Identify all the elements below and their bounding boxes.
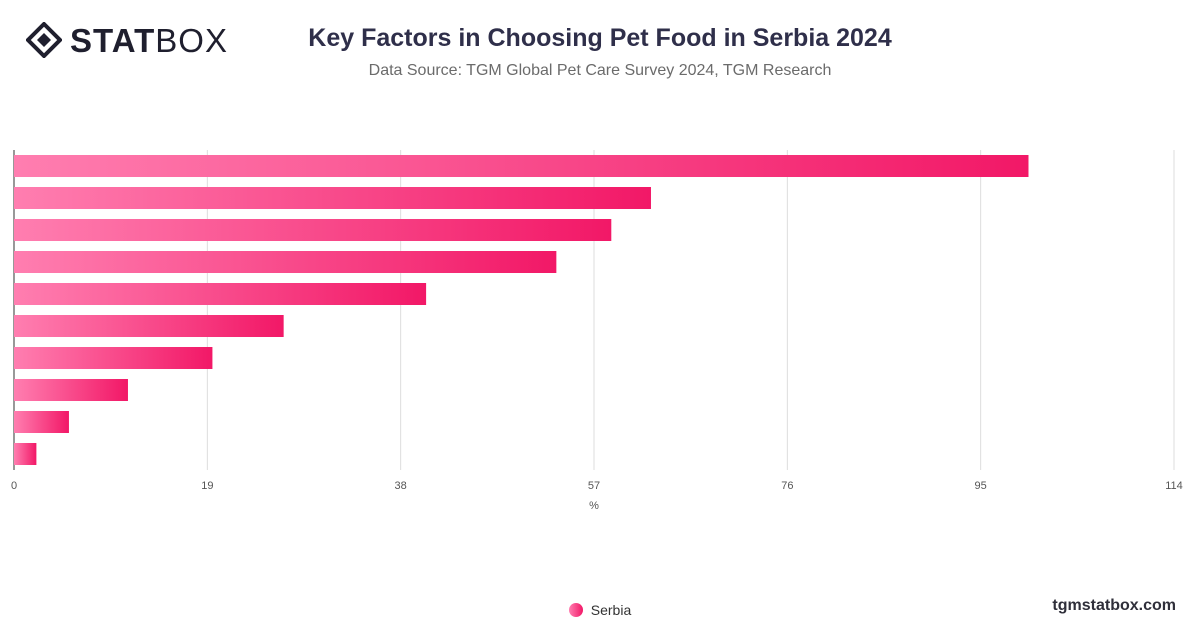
bar[interactable] (14, 251, 557, 273)
x-tick-label: 19 (201, 480, 213, 492)
bar[interactable] (14, 379, 128, 401)
bar[interactable] (14, 283, 427, 305)
bar[interactable] (14, 411, 69, 433)
chart-title: Key Factors in Choosing Pet Food in Serb… (308, 24, 892, 52)
bars (14, 155, 1029, 465)
logo-text-light: BOX (155, 21, 228, 59)
chart-subtitle: Data Source: TGM Global Pet Care Survey … (368, 62, 832, 79)
statbox-logo: STATBOX (26, 22, 228, 58)
bar[interactable] (14, 187, 651, 209)
logo-text-bold: STAT (70, 21, 156, 59)
x-tick-label: 38 (395, 480, 407, 492)
footer-site[interactable]: tgmstatbox.com (1052, 597, 1176, 614)
x-axis-ticks: 0 19 38 57 76 95 114 (11, 480, 1183, 492)
x-tick-label: 76 (781, 480, 793, 492)
x-tick-label: 57 (588, 480, 600, 492)
legend-label: Serbia (590, 602, 632, 618)
bar[interactable] (14, 219, 612, 241)
legend-marker (568, 603, 583, 617)
x-axis-label: % (589, 500, 599, 512)
legend[interactable]: Serbia (0, 602, 1200, 618)
x-tick-label: 114 (1165, 480, 1183, 492)
bar-chart: 0 19 38 57 76 95 114 % (11, 150, 1183, 512)
bar[interactable] (14, 347, 213, 369)
logo-text: STATBOX (70, 24, 228, 57)
bar[interactable] (14, 155, 1029, 177)
bar[interactable] (14, 443, 37, 465)
x-tick-label: 95 (975, 480, 987, 492)
x-tick-label: 0 (11, 480, 17, 492)
bar[interactable] (14, 315, 284, 337)
diamond-logo-icon (26, 22, 62, 58)
